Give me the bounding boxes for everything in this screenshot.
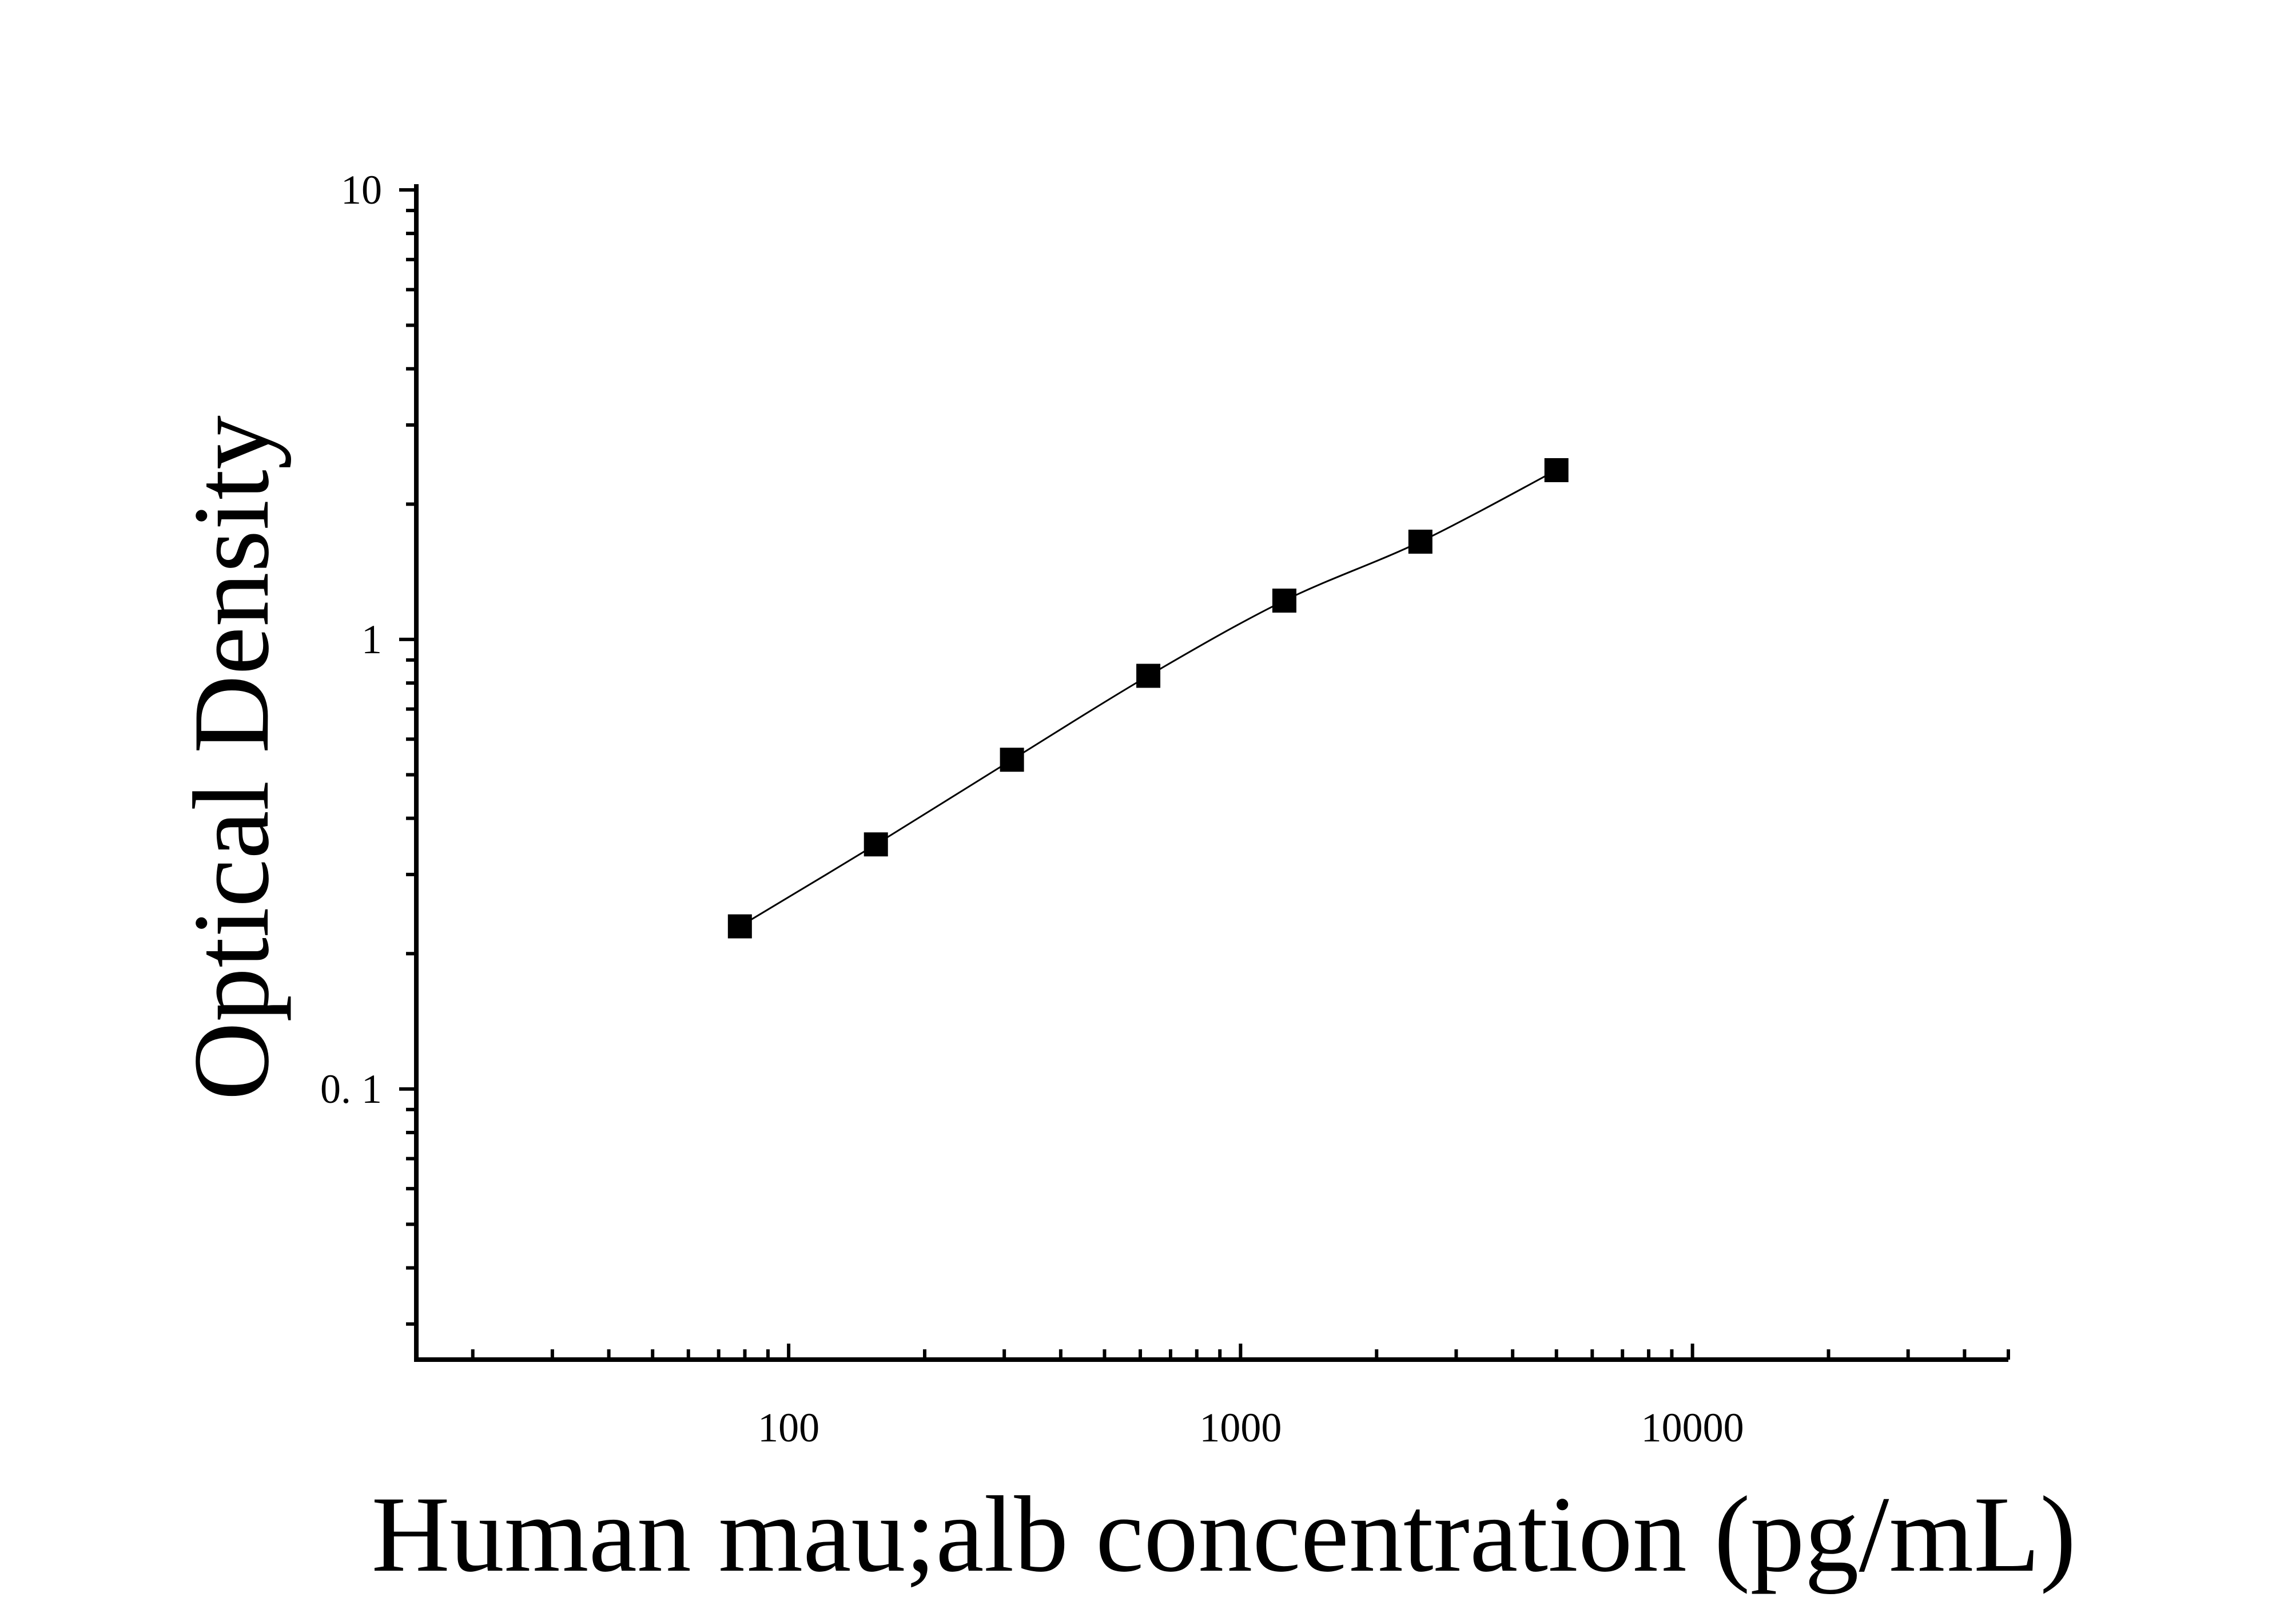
x-tick-label: 1000 [1199, 1405, 1282, 1451]
x-axis-title: Human mau;alb concentration (pg/mL) [372, 1475, 2076, 1595]
x-tick-label: 10000 [1641, 1405, 1744, 1451]
y-tick-label: 1 [361, 617, 382, 662]
fit-curve [739, 469, 1557, 927]
data-point [1408, 529, 1432, 554]
y-axis-ticks [399, 188, 416, 1326]
data-point [1272, 589, 1296, 613]
data-point [727, 914, 752, 939]
x-axis-ticks [471, 1344, 2010, 1360]
y-axis-title: Optical Density [172, 415, 292, 1101]
y-tick-label: 0. 1 [320, 1066, 382, 1112]
data-point [864, 832, 888, 857]
x-axis-tick-labels: 100 1000 10000 [758, 1405, 1744, 1451]
x-tick-label: 100 [758, 1405, 819, 1451]
data-points [727, 458, 1569, 939]
data-point [1544, 458, 1569, 482]
data-point [1000, 748, 1024, 772]
data-point [1136, 664, 1161, 688]
y-tick-label: 10 [341, 167, 382, 213]
y-axis-tick-labels: 10 1 0. 1 [320, 167, 382, 1112]
